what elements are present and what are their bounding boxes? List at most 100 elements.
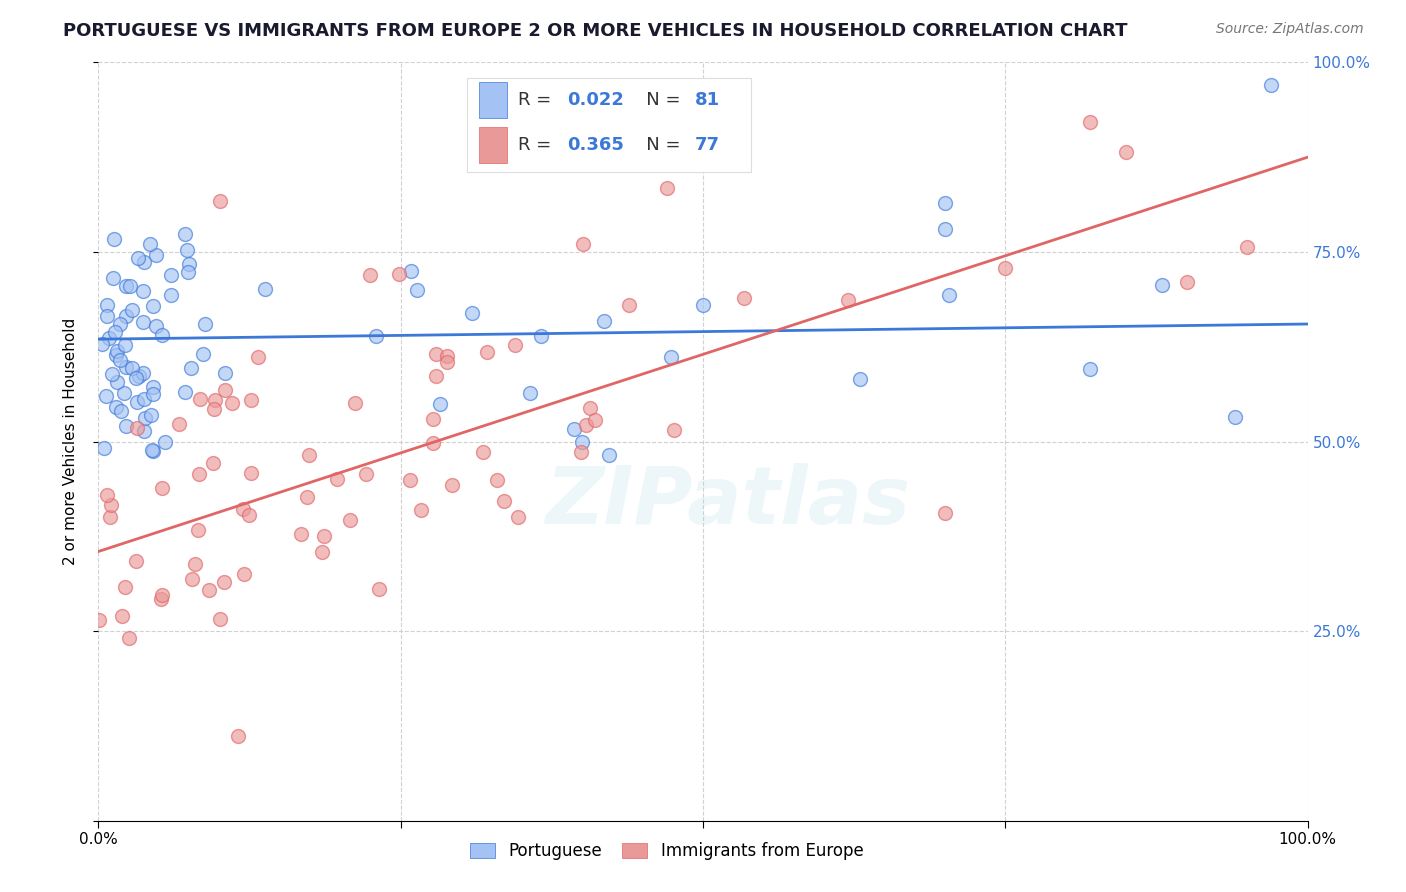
Point	[399, 473, 422, 487]
Point	[436, 349, 458, 363]
Point	[298, 448, 321, 462]
Point	[125, 394, 148, 409]
Point	[115, 278, 138, 293]
Point	[127, 251, 149, 265]
Point	[436, 355, 458, 369]
Point	[664, 423, 686, 437]
Point	[101, 367, 124, 381]
Point	[472, 445, 495, 459]
Point	[659, 350, 682, 364]
Point	[87, 613, 110, 627]
Point	[578, 401, 600, 415]
Point	[132, 254, 155, 268]
Point	[388, 267, 411, 281]
Point	[221, 396, 243, 410]
Point	[184, 557, 207, 571]
Point	[96, 488, 118, 502]
Point	[364, 329, 387, 343]
Point	[202, 402, 225, 417]
Point	[295, 490, 318, 504]
Point	[132, 315, 155, 329]
Point	[1152, 278, 1174, 293]
Point	[214, 366, 236, 380]
Point	[142, 299, 165, 313]
Point	[120, 278, 142, 293]
Point	[208, 612, 231, 626]
Point	[110, 403, 132, 417]
Point	[405, 283, 427, 297]
Point	[150, 591, 173, 606]
Point	[141, 443, 163, 458]
Point	[125, 371, 148, 385]
Point	[506, 509, 529, 524]
Point	[145, 319, 167, 334]
Point	[188, 467, 211, 482]
Point	[253, 282, 276, 296]
Point	[108, 352, 131, 367]
Point	[422, 435, 444, 450]
Point	[145, 247, 167, 261]
Point	[425, 347, 447, 361]
Point	[422, 412, 444, 426]
Point	[198, 582, 221, 597]
Point	[339, 513, 361, 527]
Point	[160, 288, 183, 302]
Point	[204, 392, 226, 407]
Point	[212, 575, 235, 590]
Point	[1260, 78, 1282, 92]
Point	[104, 348, 127, 362]
Point	[180, 360, 202, 375]
Point	[617, 298, 640, 312]
Point	[503, 338, 526, 352]
Point	[571, 434, 593, 449]
Point	[290, 526, 312, 541]
Y-axis label: 2 or more Vehicles in Household: 2 or more Vehicles in Household	[63, 318, 77, 566]
Point	[994, 260, 1017, 275]
Point	[569, 445, 592, 459]
Point	[167, 417, 190, 432]
Point	[103, 232, 125, 246]
Point	[155, 435, 177, 450]
Point	[103, 271, 125, 285]
Point	[160, 268, 183, 282]
Point	[121, 303, 143, 318]
Point	[90, 336, 112, 351]
Point	[100, 498, 122, 512]
Point	[104, 401, 127, 415]
Point	[214, 383, 236, 397]
Point	[655, 181, 678, 195]
Point	[837, 293, 859, 308]
Point	[103, 325, 125, 339]
Point	[110, 317, 132, 331]
Point	[411, 503, 433, 517]
Point	[486, 473, 509, 487]
Point	[477, 345, 499, 359]
Point	[530, 328, 553, 343]
Point	[115, 359, 138, 374]
Point	[572, 237, 595, 252]
Point	[142, 444, 165, 458]
Point	[562, 422, 585, 436]
Point	[733, 292, 755, 306]
Point	[191, 347, 214, 361]
Point	[142, 380, 165, 394]
Point	[114, 581, 136, 595]
Text: ZIPatlas: ZIPatlas	[544, 463, 910, 541]
Point	[312, 529, 335, 543]
Point	[1078, 362, 1101, 376]
Point	[938, 288, 960, 302]
Text: PORTUGUESE VS IMMIGRANTS FROM EUROPE 2 OR MORE VEHICLES IN HOUSEHOLD CORRELATION: PORTUGUESE VS IMMIGRANTS FROM EUROPE 2 O…	[63, 22, 1128, 40]
Point	[311, 544, 333, 558]
Point	[128, 369, 150, 384]
Point	[238, 508, 260, 522]
Legend: Portuguese, Immigrants from Europe: Portuguese, Immigrants from Europe	[464, 836, 870, 867]
Point	[98, 509, 121, 524]
Point	[111, 609, 134, 624]
Point	[228, 729, 250, 743]
Point	[429, 397, 451, 411]
Point	[142, 387, 165, 401]
Point	[359, 268, 381, 282]
Point	[461, 306, 484, 320]
Point	[934, 196, 956, 211]
Point	[1175, 275, 1198, 289]
